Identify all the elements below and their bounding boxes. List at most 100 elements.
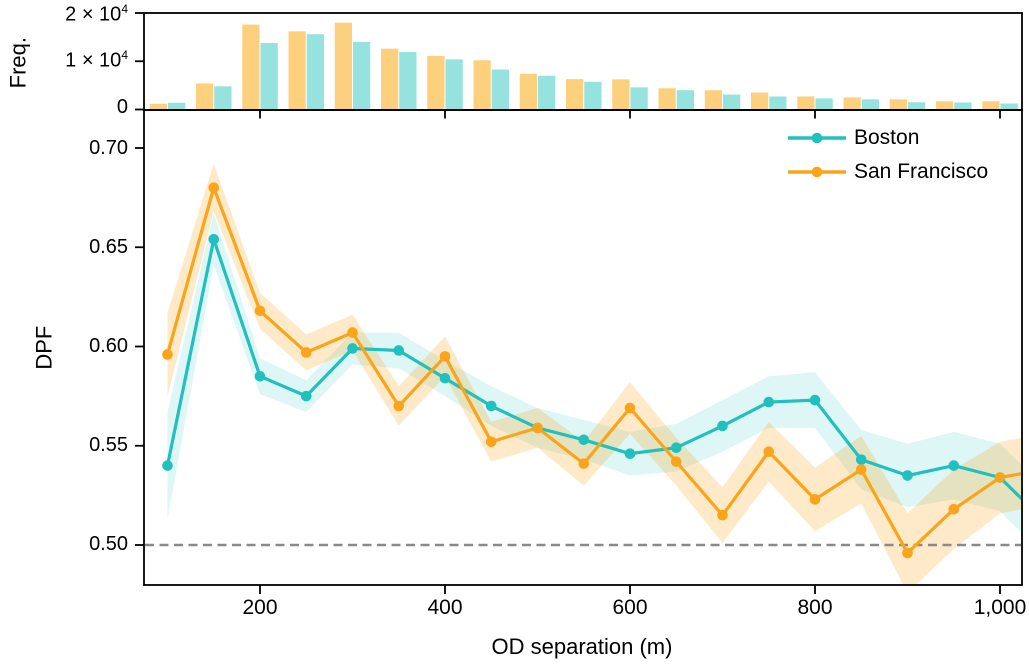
data-point: [208, 234, 220, 245]
data-point: [162, 460, 173, 471]
ytick-0.55: 0.55: [89, 434, 128, 456]
data-point: [208, 182, 220, 193]
bar-boston: [769, 96, 787, 110]
bar-san-francisco: [427, 55, 445, 110]
data-point: [300, 390, 312, 402]
data-point: [439, 351, 451, 362]
bar-san-francisco: [473, 60, 491, 110]
data-point: [393, 345, 405, 356]
bar-san-francisco: [288, 31, 306, 110]
data-point: [347, 327, 358, 338]
data-point: [254, 305, 266, 317]
data-point: [763, 446, 775, 458]
bar-san-francisco: [149, 103, 167, 110]
bar-boston: [723, 94, 741, 110]
bar-boston: [538, 75, 556, 110]
tick-text: 0: [116, 96, 128, 118]
bar-san-francisco: [196, 83, 214, 110]
data-point: [670, 442, 682, 454]
bar-boston: [491, 69, 509, 110]
bar-boston: [954, 102, 972, 110]
bar-san-francisco: [704, 90, 722, 110]
ytick-0.70: 0.70: [89, 137, 128, 159]
bar-boston: [1000, 103, 1018, 110]
bar-san-francisco: [797, 96, 815, 110]
bar-san-francisco: [381, 48, 399, 110]
data-point: [300, 347, 312, 358]
data-point: [347, 343, 358, 354]
san-francisco-band: [167, 163, 1021, 584]
data-point: [809, 494, 821, 505]
legend-label-san-francisco: San Francisco: [854, 160, 989, 183]
axis-ticks: [135, 12, 1001, 594]
data-point: [809, 394, 821, 406]
data-point: [994, 472, 1006, 483]
bar-boston: [353, 41, 371, 110]
data-point: [855, 454, 867, 465]
bar-boston: [214, 86, 232, 110]
bar-san-francisco: [566, 79, 584, 110]
data-point: [578, 434, 590, 446]
data-point: [902, 470, 913, 481]
xtick-1000: 1,000: [973, 596, 1027, 619]
bar-san-francisco: [936, 101, 954, 110]
san-francisco-line: [165, 186, 1021, 555]
data-point: [532, 422, 543, 434]
data-point: [485, 436, 497, 448]
hist-ytick-1e4: 1 × 104: [28, 48, 128, 73]
data-point: [162, 349, 173, 360]
data-point: [578, 458, 590, 469]
tick-text: 2 × 10: [65, 3, 122, 26]
bar-boston: [815, 98, 833, 110]
ytick-0.60: 0.60: [89, 335, 128, 357]
data-point: [393, 400, 405, 412]
bar-boston: [445, 59, 463, 110]
data-lines: [165, 186, 1021, 555]
data-point: [624, 402, 636, 414]
hist-ytick-0: 0: [28, 96, 128, 119]
tick-exponent: 4: [121, 2, 128, 16]
data-point: [439, 372, 451, 384]
san-francisco-markers: [162, 182, 1006, 559]
xtick-600: 600: [612, 596, 648, 619]
bar-san-francisco: [612, 79, 630, 110]
data-point: [902, 547, 913, 559]
confidence-bands: [167, 163, 1021, 584]
hist-ytick-2e4: 2 × 104: [28, 2, 128, 27]
bar-san-francisco: [982, 101, 1000, 110]
bar-boston: [676, 90, 694, 110]
xtick-200: 200: [242, 596, 278, 619]
bar-boston: [168, 102, 186, 110]
bar-boston: [630, 87, 648, 110]
bar-boston: [399, 52, 417, 110]
xtick-800: 800: [797, 596, 833, 619]
data-point: [948, 460, 960, 471]
legend-label-boston: Boston: [854, 126, 920, 149]
boston-line: [165, 237, 1021, 501]
data-point: [763, 396, 775, 408]
bar-san-francisco: [658, 88, 676, 110]
bar-boston: [584, 81, 602, 110]
x-axis-title: OD separation (m): [491, 634, 673, 659]
tick-exponent: 4: [121, 48, 128, 62]
data-point: [948, 503, 960, 515]
xtick-400: 400: [427, 596, 463, 619]
hist-y-axis-title: Freq.: [5, 36, 31, 89]
data-point: [624, 448, 636, 459]
data-point: [485, 400, 497, 412]
boston-band: [167, 213, 1021, 532]
data-point: [855, 464, 867, 475]
bar-boston: [260, 42, 278, 110]
bar-boston: [306, 34, 324, 110]
bar-san-francisco: [242, 24, 260, 110]
legend-swatches: [788, 132, 846, 178]
histogram-bars: [149, 22, 1018, 110]
ytick-0.65: 0.65: [89, 236, 128, 258]
data-point: [254, 370, 266, 382]
data-markers: [162, 182, 1006, 559]
ytick-0.50: 0.50: [89, 533, 128, 555]
data-point: [717, 420, 728, 432]
bar-san-francisco: [519, 73, 537, 110]
